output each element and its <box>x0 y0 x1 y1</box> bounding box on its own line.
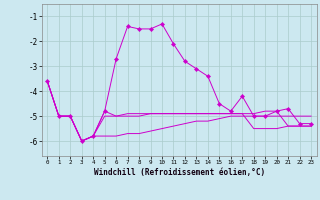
X-axis label: Windchill (Refroidissement éolien,°C): Windchill (Refroidissement éolien,°C) <box>94 168 265 177</box>
